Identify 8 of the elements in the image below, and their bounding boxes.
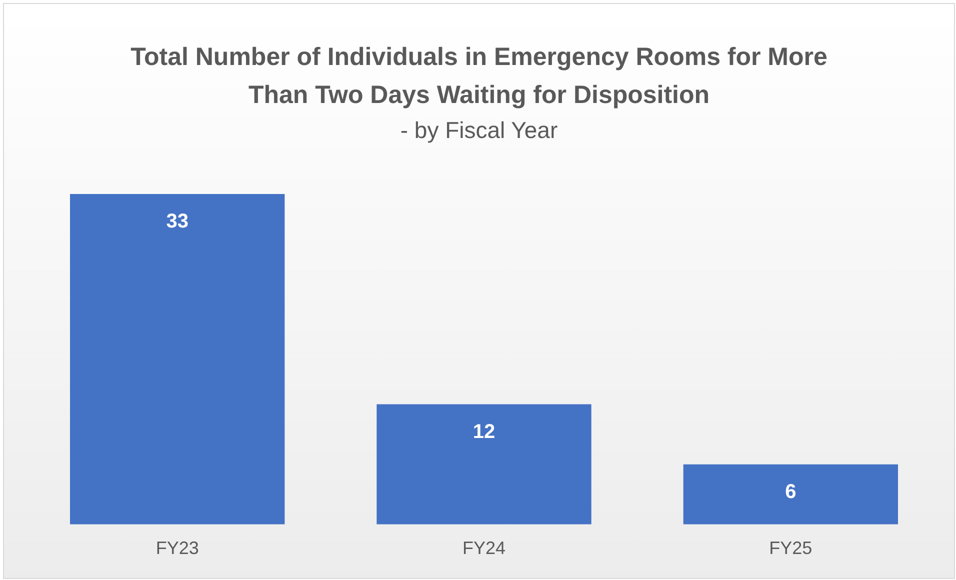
x-tick-label: FY23 (156, 538, 199, 558)
data-label: 33 (166, 210, 188, 233)
chart-subtitle: - by Fiscal Year (399, 117, 559, 144)
chart-title: Total Number of Individuals in Emergency Rooms for More Than Two Days Waiting for Disposition (130, 42, 828, 111)
data-label: 6 (785, 480, 796, 503)
x-tick-label: FY24 (462, 538, 506, 558)
data-label: 12 (472, 420, 496, 443)
x-tick-label: FY25 (769, 538, 812, 558)
